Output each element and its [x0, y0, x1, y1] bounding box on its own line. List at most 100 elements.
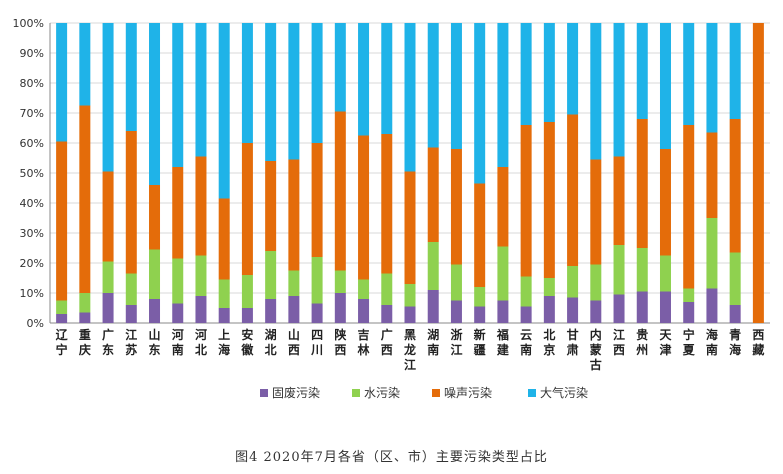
y-tick-label: 40%: [20, 197, 44, 210]
bar-segment: [149, 185, 161, 250]
bar-segment: [265, 299, 277, 323]
chart-canvas: 0%10%20%30%40%50%60%70%80%90%100%辽宁重庆广东江…: [13, 17, 770, 400]
x-tick-label: 甘肃: [567, 327, 579, 357]
bar-segment: [474, 287, 486, 307]
bar-segment: [567, 23, 579, 115]
bar-segment: [334, 23, 346, 112]
bar-segment: [149, 23, 161, 185]
bar-segment: [288, 296, 300, 323]
bar-segment: [683, 288, 695, 302]
bar-segment: [497, 300, 509, 323]
y-tick-label: 80%: [20, 77, 44, 90]
bar-segment: [311, 23, 323, 143]
bar-segment: [381, 134, 393, 274]
x-tick-label: 河南: [171, 327, 184, 357]
x-tick-label: 湖南: [427, 327, 439, 357]
x-tick-label: 广东: [102, 327, 114, 357]
bar-segment: [450, 149, 462, 265]
x-tick-label: 广西: [381, 327, 393, 357]
bar-segment: [659, 291, 671, 323]
bar-segment: [613, 294, 625, 323]
x-tick-label: 安徽: [240, 327, 254, 357]
bar-segment: [334, 270, 346, 293]
bar-segment: [288, 23, 300, 160]
bar-segment: [497, 167, 509, 247]
legend-label: 大气污染: [540, 385, 588, 400]
x-tick-label: 陕西: [334, 327, 346, 357]
bar-segment: [450, 300, 462, 323]
y-tick-label: 60%: [20, 137, 44, 150]
bar-segment: [752, 23, 764, 323]
bar-segment: [102, 261, 114, 293]
bar-segment: [195, 255, 207, 296]
y-tick-label: 50%: [20, 167, 44, 180]
bar-segment: [427, 23, 439, 148]
bar-segment: [79, 293, 91, 313]
bar-segment: [218, 198, 230, 280]
bar-segment: [149, 299, 161, 323]
bar-segment: [172, 258, 184, 304]
bar-segment: [590, 264, 602, 301]
bar-segment: [125, 23, 137, 131]
bar-segment: [636, 248, 648, 292]
bar-segment: [358, 279, 370, 299]
bar-segment: [706, 288, 718, 323]
bar-segment: [520, 306, 532, 323]
x-tick-label: 宁夏: [683, 327, 696, 357]
bar-segment: [706, 218, 718, 289]
x-tick-label: 江西: [613, 327, 625, 357]
legend-swatch: [528, 389, 536, 397]
bar-segment: [404, 284, 416, 307]
x-tick-label: 山西: [288, 327, 300, 357]
bar-segment: [543, 296, 555, 323]
bar-segment: [381, 305, 393, 323]
bar-segment: [683, 23, 695, 125]
bar-segment: [56, 300, 68, 314]
bar-segment: [520, 125, 532, 277]
bar-segment: [497, 23, 509, 167]
x-tick-label: 山东: [149, 327, 161, 357]
bar-segment: [102, 293, 114, 323]
bar-segment: [241, 23, 253, 143]
x-tick-label: 江苏: [125, 327, 137, 357]
x-tick-label: 新疆: [474, 327, 486, 357]
bar-segment: [172, 167, 184, 259]
x-tick-label: 云南: [520, 328, 532, 357]
bar-segment: [427, 290, 439, 323]
bar-segment: [334, 111, 346, 271]
bar-segment: [195, 296, 207, 323]
bar-segment: [56, 23, 68, 142]
bar-segment: [729, 23, 741, 119]
legend-swatch: [260, 389, 268, 397]
bar-segment: [567, 266, 579, 298]
bar-segment: [358, 299, 370, 323]
bar-segment: [172, 23, 184, 167]
bar-segment: [56, 314, 68, 323]
bar-segment: [706, 132, 718, 218]
bar-segment: [265, 23, 277, 161]
bar-segment: [149, 249, 161, 299]
y-tick-label: 100%: [13, 17, 44, 30]
bar-segment: [683, 302, 695, 323]
bar-segment: [706, 23, 718, 133]
x-tick-label: 河北: [194, 327, 207, 357]
bar-segment: [729, 305, 741, 323]
bar-segment: [543, 122, 555, 278]
bar-segment: [102, 171, 114, 262]
x-tick-label: 浙江: [450, 327, 462, 357]
bar-segment: [79, 23, 91, 106]
bar-segment: [125, 273, 137, 305]
bar-segment: [125, 305, 137, 323]
x-tick-label: 贵州: [635, 327, 648, 357]
y-tick-label: 0%: [27, 317, 44, 330]
bar-segment: [241, 308, 253, 323]
x-tick-label: 四川: [310, 328, 323, 357]
legend-label: 水污染: [364, 385, 400, 400]
x-tick-label: 西藏: [752, 328, 764, 357]
bar-segment: [474, 183, 486, 287]
figure-caption: 图4 2020年7月各省（区、市）主要污染类型占比: [235, 450, 548, 465]
bar-segment: [613, 245, 625, 295]
bar-segment: [218, 308, 230, 323]
bar-segment: [636, 291, 648, 323]
bar-segment: [404, 306, 416, 323]
